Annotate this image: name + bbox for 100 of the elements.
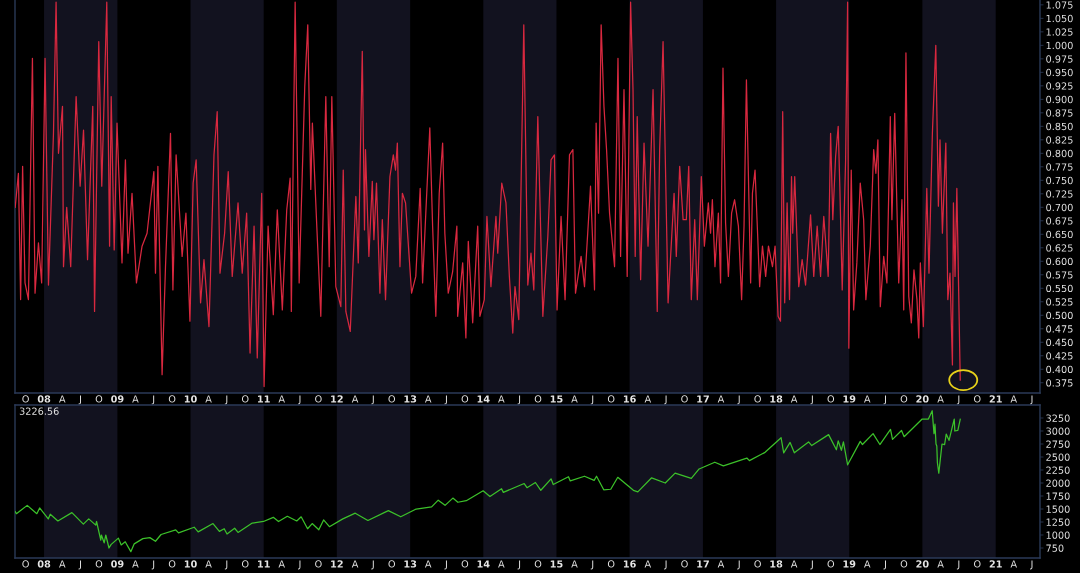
y-tick-label: 0.500 xyxy=(1046,311,1073,320)
x-tick-label: A xyxy=(571,560,578,568)
x-tick-label: A xyxy=(717,395,725,403)
x-tick-label: J xyxy=(298,395,301,405)
x-tick-label: O xyxy=(900,395,908,403)
x-tick-label: J xyxy=(517,395,521,405)
x-tick-label: 21 xyxy=(989,560,1002,568)
x-tick-label: A xyxy=(937,395,944,403)
x-tick-label: A xyxy=(132,395,139,403)
x-tick-label: J xyxy=(444,395,447,405)
x-tick-label: 12 xyxy=(331,560,343,568)
x-tick-label: A xyxy=(351,560,359,568)
x-tick-label: A xyxy=(1010,560,1017,568)
x-tick-label: 10 xyxy=(184,395,197,403)
x-tick-label: A xyxy=(1010,395,1017,403)
x-tick-label: J xyxy=(444,560,447,570)
x-tick-label: J xyxy=(883,395,886,405)
y-tick-label: 1500 xyxy=(1046,505,1070,513)
annotation: 3226.56 xyxy=(19,407,59,415)
y-tick-label: 0.450 xyxy=(1046,338,1073,347)
y-tick-label: 0.575 xyxy=(1046,271,1073,279)
x-tick-label: J xyxy=(151,395,155,405)
y-tick-label: 1.025 xyxy=(1046,28,1073,36)
y-tick-label: 0.875 xyxy=(1046,109,1073,117)
y-tick-label: 0.525 xyxy=(1046,298,1073,306)
y-tick-label: 0.375 xyxy=(1046,379,1073,387)
y-tick-label: 0.950 xyxy=(1046,68,1073,77)
y-tick-label: 0.650 xyxy=(1046,230,1073,239)
x-tick-label: O xyxy=(681,395,688,403)
x-tick-label: J xyxy=(956,560,960,570)
x-tick-label: O xyxy=(534,560,542,568)
y-tick-label: 3000 xyxy=(1046,427,1070,435)
x-tick-label: O xyxy=(461,560,469,568)
x-tick-label: O xyxy=(900,560,908,568)
x-tick-label: 21 xyxy=(989,395,1002,403)
x-tick-label: O xyxy=(22,395,29,403)
x-tick-label: J xyxy=(151,560,155,570)
x-tick-label: J xyxy=(737,395,740,405)
x-tick-label: J xyxy=(517,560,521,570)
x-tick-label: 18 xyxy=(770,395,783,403)
x-tick-label: 17 xyxy=(697,395,709,403)
x-tick-label: O xyxy=(461,395,469,403)
x-tick-label: A xyxy=(59,560,66,568)
y-tick-label: 2750 xyxy=(1046,440,1070,448)
y-tick-label: 2250 xyxy=(1046,466,1070,474)
x-tick-label: A xyxy=(424,560,432,568)
x-tick-label: 17 xyxy=(697,560,709,568)
x-tick-label: 16 xyxy=(623,560,636,568)
x-tick-label: A xyxy=(644,395,652,403)
x-tick-label: 11 xyxy=(258,560,270,568)
y-tick-label: 1.075 xyxy=(1046,1,1073,9)
x-tick-label: 19 xyxy=(843,560,856,568)
x-tick-label: 08 xyxy=(37,395,51,403)
y-tick-label: 2500 xyxy=(1046,453,1070,461)
x-tick-label: A xyxy=(424,395,432,403)
x-tick-label: 09 xyxy=(111,560,124,568)
x-tick-label: 15 xyxy=(550,560,563,568)
y-tick-label: 0.725 xyxy=(1046,190,1073,198)
y-tick-label: 2000 xyxy=(1046,479,1070,487)
x-tick-label: A xyxy=(498,560,505,568)
y-tick-label: 0.425 xyxy=(1046,352,1073,360)
x-tick-label: 18 xyxy=(770,560,783,568)
x-tick-label: 13 xyxy=(404,395,417,403)
y-tick-label: 0.775 xyxy=(1046,163,1073,171)
x-tick-label: 13 xyxy=(404,560,417,568)
y-tick-label: 0.400 xyxy=(1046,365,1073,374)
y-tick-label: 750 xyxy=(1046,544,1064,552)
y-tick-label: 0.600 xyxy=(1046,257,1073,266)
x-tick-label: O xyxy=(241,560,249,568)
y-tick-label: 1250 xyxy=(1046,518,1070,526)
x-tick-label: A xyxy=(790,395,798,403)
y-tick-label: 0.825 xyxy=(1046,136,1073,144)
x-tick-label: 20 xyxy=(916,560,929,568)
x-tick-label: J xyxy=(664,395,667,405)
x-tick-label: A xyxy=(498,395,505,403)
x-tick-label: J xyxy=(590,560,594,570)
x-tick-label: A xyxy=(59,395,66,403)
x-tick-label: O xyxy=(388,560,396,568)
x-tick-label: O xyxy=(95,395,103,403)
x-tick-label: J xyxy=(664,560,667,570)
x-tick-label: 10 xyxy=(184,560,197,568)
x-tick-label: J xyxy=(78,395,82,405)
x-tick-label: A xyxy=(205,395,212,403)
y-tick-label: 0.625 xyxy=(1046,244,1073,252)
y-tick-label: 0.900 xyxy=(1046,95,1073,104)
x-tick-label: J xyxy=(1030,395,1033,405)
x-tick-label: A xyxy=(571,395,578,403)
y-tick-label: 0.675 xyxy=(1046,217,1073,225)
x-tick-label: 15 xyxy=(550,395,563,403)
x-tick-label: A xyxy=(351,395,359,403)
x-tick-label: A xyxy=(644,560,652,568)
x-tick-label: 19 xyxy=(843,395,856,403)
y-tick-label: 3250 xyxy=(1046,414,1070,422)
x-tick-label: O xyxy=(607,560,615,568)
x-tick-label: O xyxy=(754,560,761,568)
y-tick-label: 1000 xyxy=(1046,531,1070,539)
x-tick-label: O xyxy=(168,560,176,568)
x-tick-label: O xyxy=(754,395,761,403)
x-tick-label: O xyxy=(681,560,688,568)
x-tick-label: O xyxy=(974,560,981,568)
